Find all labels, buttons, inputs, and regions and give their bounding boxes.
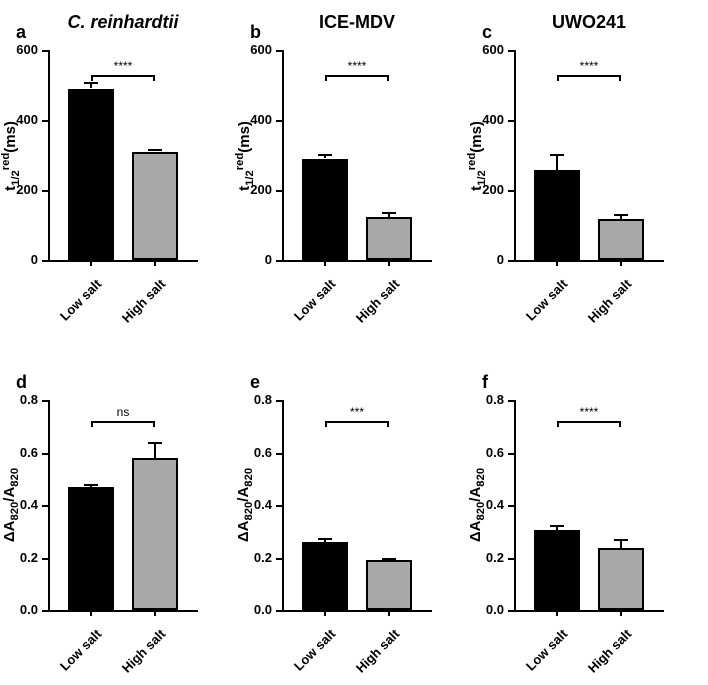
y-tick-label: 0 <box>4 252 38 267</box>
y-axis <box>514 400 516 610</box>
x-tick-label: Low salt <box>280 276 339 335</box>
y-tick-label: 600 <box>238 42 272 57</box>
y-axis-label: ΔA820/A820 <box>235 450 255 560</box>
x-tick-label: High salt <box>110 276 169 335</box>
y-tick-label: 0 <box>238 252 272 267</box>
x-tick-label: High salt <box>344 626 403 685</box>
x-tick-label: Low salt <box>512 276 571 335</box>
y-tick-label: 0.0 <box>4 602 38 617</box>
bar <box>598 548 644 610</box>
significance-bracket <box>557 75 621 77</box>
y-axis-label: ΔA820/A820 <box>1 450 21 560</box>
bar <box>68 487 114 610</box>
bar <box>132 458 178 610</box>
y-axis <box>48 50 50 260</box>
y-tick-label: 600 <box>4 42 38 57</box>
bar <box>366 560 412 610</box>
y-axis-label: t1/2red(ms) <box>234 101 256 211</box>
bar <box>534 530 580 610</box>
bar <box>366 217 412 260</box>
y-tick-label: 0.8 <box>4 392 38 407</box>
panel-label: c <box>482 22 492 43</box>
x-tick-label: Low salt <box>46 276 105 335</box>
y-axis <box>48 400 50 610</box>
panel-label: a <box>16 22 26 43</box>
y-axis <box>282 50 284 260</box>
panel-label: d <box>16 372 27 393</box>
panel-label: b <box>250 22 261 43</box>
x-axis <box>282 260 432 262</box>
y-tick-label: 600 <box>470 42 504 57</box>
significance-label: *** <box>332 405 382 419</box>
x-tick-label: Low salt <box>512 626 571 685</box>
panel-label: e <box>250 372 260 393</box>
significance-label: **** <box>332 59 382 73</box>
x-tick-label: High salt <box>576 276 635 335</box>
column-title: C. reinhardtii <box>48 12 198 33</box>
significance-bracket <box>325 75 389 77</box>
y-tick-label: 0.8 <box>238 392 272 407</box>
x-tick-label: High salt <box>344 276 403 335</box>
x-tick-label: High salt <box>576 626 635 685</box>
x-axis <box>514 260 664 262</box>
bar <box>598 219 644 260</box>
panel-label: f <box>482 372 488 393</box>
x-axis <box>282 610 432 612</box>
significance-label: ns <box>98 405 148 419</box>
y-tick-label: 0.0 <box>238 602 272 617</box>
y-axis <box>282 400 284 610</box>
significance-bracket <box>91 75 155 77</box>
bar <box>302 542 348 610</box>
y-tick-label: 0 <box>470 252 504 267</box>
x-axis <box>514 610 664 612</box>
x-tick-label: Low salt <box>46 626 105 685</box>
column-title: UWO241 <box>514 12 664 33</box>
x-tick-label: Low salt <box>280 626 339 685</box>
significance-label: **** <box>564 59 614 73</box>
y-axis-label: t1/2red(ms) <box>0 101 22 211</box>
significance-bracket <box>557 421 621 423</box>
significance-label: **** <box>98 59 148 73</box>
bar <box>68 89 114 261</box>
significance-label: **** <box>564 405 614 419</box>
significance-bracket <box>91 421 155 423</box>
x-axis <box>48 260 198 262</box>
bar <box>132 152 178 261</box>
bar <box>302 159 348 261</box>
y-axis-label: t1/2red(ms) <box>466 101 488 211</box>
y-axis <box>514 50 516 260</box>
column-title: ICE-MDV <box>282 12 432 33</box>
x-tick-label: High salt <box>110 626 169 685</box>
x-axis <box>48 610 198 612</box>
y-tick-label: 0.0 <box>470 602 504 617</box>
significance-bracket <box>325 421 389 423</box>
bar <box>534 170 580 260</box>
y-axis-label: ΔA820/A820 <box>467 450 487 560</box>
y-tick-label: 0.8 <box>470 392 504 407</box>
